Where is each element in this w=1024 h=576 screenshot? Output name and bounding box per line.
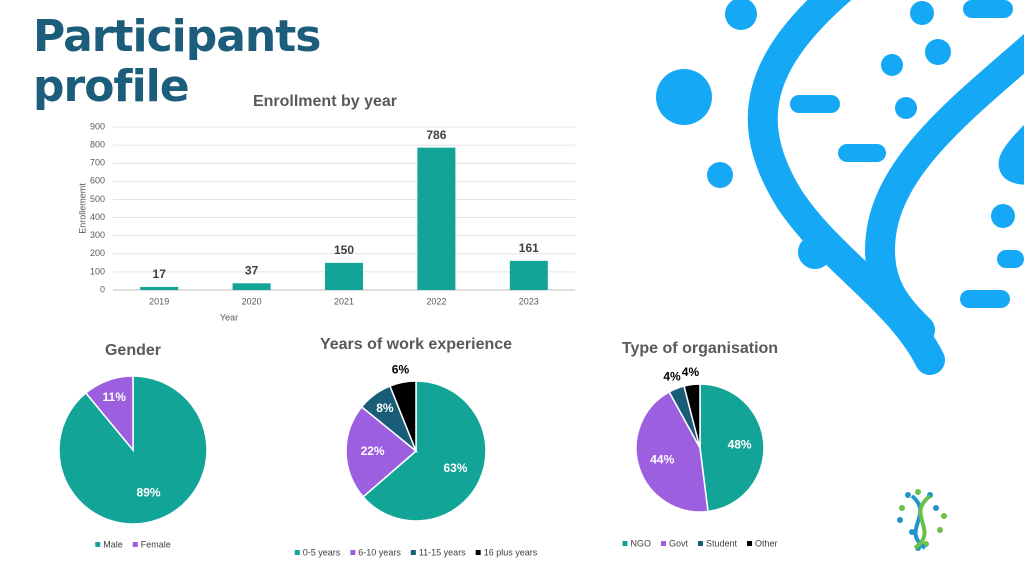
chart-title: Type of organisation bbox=[622, 340, 778, 357]
y-tick-label: 800 bbox=[90, 139, 105, 149]
y-tick-label: 400 bbox=[90, 212, 105, 222]
legend-swatch bbox=[95, 542, 101, 547]
pie-slice bbox=[635, 390, 709, 513]
legend-swatch bbox=[660, 541, 666, 546]
y-tick-label: 100 bbox=[90, 266, 105, 276]
data-label: 48% bbox=[728, 438, 752, 452]
x-axis-label: Year bbox=[220, 312, 238, 322]
y-tick-label: 300 bbox=[90, 230, 105, 240]
legend-swatch bbox=[475, 550, 481, 555]
pie-slice bbox=[683, 383, 701, 449]
bar bbox=[509, 260, 548, 290]
logo bbox=[897, 489, 947, 551]
legend-swatch bbox=[350, 550, 356, 555]
data-label: 89% bbox=[137, 485, 161, 499]
legend-label: NGO bbox=[630, 538, 651, 548]
x-tick-label: 2019 bbox=[149, 296, 169, 306]
legend-swatch bbox=[132, 542, 138, 547]
y-tick-label: 500 bbox=[90, 194, 105, 204]
data-label: 63% bbox=[443, 461, 467, 475]
pie-slice bbox=[389, 380, 417, 452]
bar bbox=[232, 283, 271, 290]
legend-swatch bbox=[747, 541, 753, 546]
data-label: 22% bbox=[361, 444, 385, 458]
y-tick-label: 0 bbox=[100, 284, 105, 294]
data-label: 44% bbox=[650, 452, 674, 466]
legend-label: 6-10 years bbox=[358, 547, 401, 557]
pie-slice bbox=[84, 375, 134, 453]
y-tick-label: 600 bbox=[90, 176, 105, 186]
bar bbox=[417, 147, 456, 290]
pie-slice bbox=[699, 383, 765, 513]
bar bbox=[325, 262, 363, 290]
legend-label: Govt bbox=[669, 538, 689, 548]
pie-slice bbox=[58, 375, 208, 525]
data-label: 150 bbox=[334, 243, 354, 257]
data-label: 161 bbox=[519, 241, 539, 255]
legend-swatch bbox=[697, 541, 703, 546]
x-tick-label: 2023 bbox=[519, 296, 539, 306]
pie-slice bbox=[345, 405, 418, 498]
data-label: 17 bbox=[153, 267, 167, 281]
legend-label: Female bbox=[141, 539, 171, 549]
legend-label: Student bbox=[706, 538, 738, 548]
data-label: 4% bbox=[682, 365, 700, 379]
chart-title: Enrollment by year bbox=[253, 93, 397, 110]
legend-label: Other bbox=[755, 538, 778, 548]
legend-swatch bbox=[294, 550, 300, 555]
x-tick-label: 2022 bbox=[426, 296, 446, 306]
legend-label: 11-15 years bbox=[419, 547, 466, 557]
legend-swatch bbox=[622, 541, 628, 546]
legend-label: Male bbox=[103, 539, 123, 549]
x-tick-label: 2021 bbox=[334, 296, 354, 306]
data-label: 786 bbox=[426, 128, 446, 142]
y-tick-label: 900 bbox=[90, 121, 105, 131]
data-label: 4% bbox=[663, 370, 681, 384]
data-label: 11% bbox=[103, 390, 127, 404]
y-axis-label: Enrollememt bbox=[77, 183, 87, 234]
legend-label: 0-5 years bbox=[303, 547, 341, 557]
data-label: 37 bbox=[245, 263, 259, 277]
legend-label: 16 plus years bbox=[484, 547, 538, 557]
y-tick-label: 700 bbox=[90, 158, 105, 168]
y-tick-label: 200 bbox=[90, 248, 105, 258]
pie-slice bbox=[362, 380, 487, 522]
slide-title: Participants profile bbox=[33, 11, 321, 112]
legend-swatch bbox=[410, 550, 416, 555]
data-label: 8% bbox=[376, 401, 394, 415]
chart-title: Years of work experience bbox=[320, 336, 512, 353]
chart-title: Gender bbox=[105, 342, 161, 359]
data-label: 6% bbox=[392, 363, 410, 377]
x-tick-label: 2020 bbox=[242, 296, 262, 306]
dna-graphic bbox=[656, 0, 1024, 308]
bar bbox=[140, 286, 179, 290]
